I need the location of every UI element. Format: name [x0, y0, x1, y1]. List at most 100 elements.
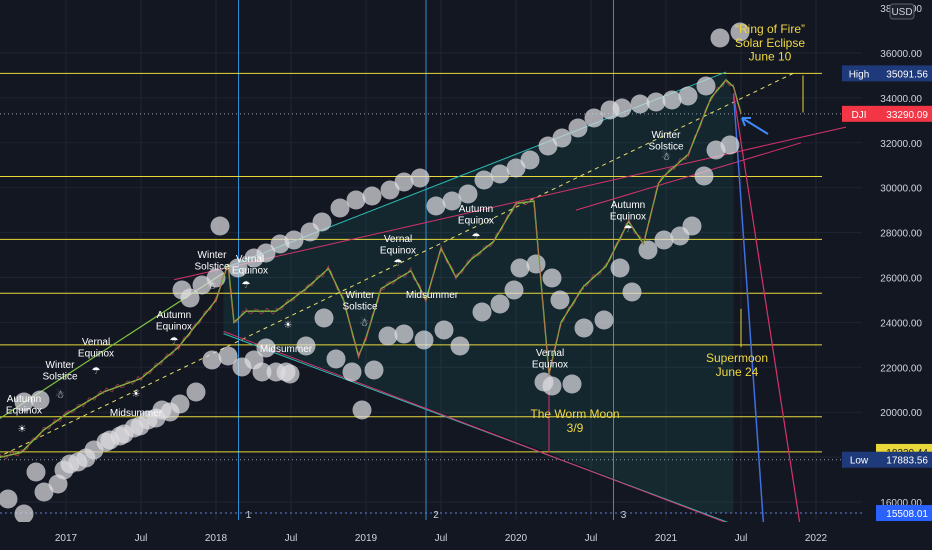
event-icon: ☃ [662, 150, 671, 163]
cycle-marker-label: 1 [246, 510, 252, 521]
moon-circle [490, 164, 510, 184]
moon-circle [526, 254, 546, 274]
y-tick-label: 26000.00 [880, 274, 922, 285]
moon-circle [60, 454, 80, 474]
event-label: Vernal Equinox [532, 348, 568, 371]
moon-circle [364, 360, 384, 380]
event-label: Midsummer [110, 408, 163, 419]
event-label: Winter Solstice [342, 290, 377, 313]
event-icon: ☃ [208, 279, 217, 292]
annotations: “Ring of Fire” Solar Eclipse June 10 Superm… [530, 22, 805, 435]
event-label: Autumn Equinox [156, 310, 192, 333]
x-axis-band [0, 522, 932, 550]
moon-circle [630, 94, 650, 114]
moon-circle [14, 504, 34, 524]
moon-circle [542, 268, 562, 288]
low-badge-value: 17883.56 [886, 456, 928, 467]
high-badge-tag [842, 65, 876, 82]
moon-circle [584, 108, 604, 128]
y-tick-label: 32000.00 [880, 139, 922, 150]
moon-circle [26, 462, 46, 482]
event-label: Autumn Equinox [610, 200, 646, 223]
moon-circle [160, 402, 180, 422]
moon-circle [244, 350, 264, 370]
event-icon: ☂ [394, 258, 403, 269]
price-badges: High35091.56DJI33290.0918230.44Low17883.… [842, 65, 932, 522]
event-icon: ☂ [92, 366, 101, 377]
moon-circle [326, 349, 346, 369]
horizontal-levels [0, 72, 862, 514]
level2-badge-box [876, 505, 932, 522]
moon-circle [694, 166, 714, 186]
event-label: Winter Solstice [194, 250, 229, 273]
moon-circle [314, 308, 334, 328]
moon-circle [0, 489, 18, 509]
moon-circle [256, 243, 276, 263]
x-tick-label: Jul [285, 533, 298, 544]
worm-moon-annotation: The Worm Moon 3/9 [530, 407, 619, 435]
moon-circle [30, 390, 50, 410]
pink-mid [575, 142, 802, 211]
moon-circle [114, 424, 134, 444]
moon-circle [654, 230, 674, 250]
moon-circle [192, 275, 212, 295]
price-noise [0, 79, 742, 460]
y-tick-label: 24000.00 [880, 318, 922, 329]
event-label: Vernal Equinox [232, 254, 268, 277]
moon-phase-circles [0, 22, 750, 524]
x-tick-label: Jul [135, 533, 148, 544]
high-badge-value: 35091.56 [886, 69, 928, 80]
low-badge-tag-label: Low [850, 456, 869, 467]
blue-drop [732, 93, 765, 525]
event-label: Autumn Equinox [458, 204, 494, 227]
moon-circle [14, 392, 34, 412]
event-label: Midsummer [406, 290, 459, 301]
moon-circle [380, 180, 400, 200]
high-badge-tag-label: High [849, 69, 870, 80]
moon-circle [362, 186, 382, 206]
moon-circle [506, 158, 526, 178]
moon-circle [458, 184, 478, 204]
moon-circle [312, 212, 332, 232]
moon-circle [520, 150, 540, 170]
last-badge-tag-label: DJI [852, 110, 867, 121]
x-tick-label: 2019 [355, 533, 378, 544]
y-tick-label: 16000.00 [880, 498, 922, 509]
x-tick-label: Jul [585, 533, 598, 544]
moon-circle [562, 374, 582, 394]
moon-circle [730, 22, 750, 42]
moon-circle [186, 382, 206, 402]
event-icon: ☂ [472, 232, 481, 243]
moon-circle [574, 318, 594, 338]
cycle-marker-label: 3 [621, 510, 627, 521]
event-label: Vernal Equinox [380, 234, 416, 257]
x-tick-label: 2020 [505, 533, 528, 544]
event-icon: ☃ [360, 316, 369, 329]
moon-circle [426, 196, 446, 216]
level2-badge-value: 15508.01 [886, 509, 928, 520]
moon-circle [414, 330, 434, 350]
moon-circle [228, 258, 248, 278]
moon-circle [218, 346, 238, 366]
moon-circle [442, 191, 462, 211]
price-series [0, 78, 742, 460]
pink-lower [223, 330, 749, 532]
moon-circle [646, 92, 666, 112]
x-tick-label: Jul [435, 533, 448, 544]
y-tick-label: 22000.00 [880, 363, 922, 374]
red-drop [732, 93, 802, 532]
trend-lines [0, 71, 847, 532]
arrow-pointer [741, 117, 769, 135]
y-tick-label: 28000.00 [880, 229, 922, 240]
moon-circle [474, 170, 494, 190]
channel-zone [223, 73, 734, 453]
event-icon: ☃ [56, 388, 65, 401]
channel-zone-lower [549, 450, 734, 514]
moon-circle [638, 240, 658, 260]
moon-circle [342, 362, 362, 382]
moon-circle [542, 376, 562, 396]
moon-circle [678, 86, 698, 106]
moon-circle [378, 326, 398, 346]
moon-circle [394, 324, 414, 344]
